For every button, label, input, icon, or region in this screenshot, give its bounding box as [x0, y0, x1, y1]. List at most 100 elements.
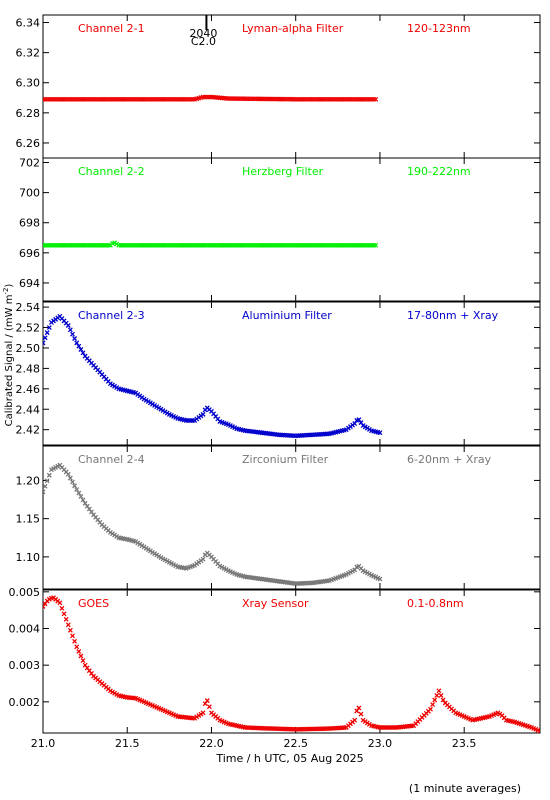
y-tick-label: 2.54 [16, 301, 41, 314]
panel-channel-label: Channel 2-3 [78, 309, 145, 322]
x-tick-label: 22.0 [199, 737, 224, 750]
panel-filter-label: Xray Sensor [242, 597, 309, 610]
flare-marker: 2040 C2.0 [189, 15, 217, 48]
data-point [80, 658, 86, 664]
y-tick-label: 2.44 [16, 403, 41, 416]
data-point [354, 708, 360, 714]
data-point [72, 336, 78, 341]
series-markers [43, 313, 383, 439]
y-axis-label: Calibrated Signal / (mW m-2) [2, 284, 15, 427]
data-point [43, 489, 46, 495]
data-point [432, 697, 438, 703]
series-markers [43, 595, 540, 733]
flare-marker-time: 2040 [189, 27, 217, 40]
flare-marker-class: C2.0 [191, 35, 216, 48]
y-tick-label: 1.20 [16, 474, 41, 487]
panel-channel-label: Channel 2-1 [78, 22, 145, 35]
y-tick-label: 6.34 [16, 17, 41, 30]
data-point [80, 497, 86, 503]
x-tick-label: 21.0 [31, 737, 56, 750]
data-point [74, 644, 80, 650]
data-point [46, 325, 52, 330]
data-point [428, 706, 433, 712]
data-point [434, 692, 440, 698]
panel-channel-label: GOES [78, 597, 109, 610]
y-tick-label: 1.10 [16, 551, 41, 564]
panel-3: 2.42 2.44 2.46 2.48 2.50 2.52 2.54 Channel 2-3 A… [16, 301, 541, 446]
chart-panels: 6.26 6.28 6.30 6.32 6.34 Channel 2-1 Lyman-alp… [9, 14, 541, 734]
panel-frame [42, 14, 541, 159]
y-tick-label: 6.26 [16, 137, 41, 150]
panel-band-label: 17-80nm + Xray [407, 309, 499, 322]
data-point [59, 605, 65, 611]
data-point [44, 330, 50, 336]
y-tick-label: 696 [19, 247, 40, 260]
x-tick-label: 22.5 [283, 737, 308, 750]
panel-band-label: 0.1-0.8nm [407, 597, 464, 610]
data-point [358, 711, 364, 717]
series-markers [43, 240, 379, 248]
data-point [78, 347, 84, 352]
y-tick-label: 702 [19, 157, 40, 170]
data-point [80, 350, 86, 356]
y-tick-label: 2.48 [16, 362, 41, 375]
y-axis-label-main: Calibrated Signal / (mW m [4, 295, 15, 427]
y-tick-label: 6.30 [16, 77, 41, 90]
y-tick-label: 700 [19, 187, 40, 200]
data-point [204, 698, 210, 704]
data-point [202, 701, 208, 707]
data-point [76, 490, 82, 496]
panel-1: 6.26 6.28 6.30 6.32 6.34 Channel 2-1 Lyman-alp… [16, 14, 541, 159]
data-point [65, 471, 71, 477]
panel-filter-label: Herzberg Filter [242, 165, 324, 178]
data-point [67, 475, 73, 481]
data-point [72, 638, 78, 644]
data-point [65, 622, 71, 628]
data-point [78, 494, 84, 499]
data-point [430, 702, 436, 708]
data-point [373, 242, 379, 248]
data-point [377, 576, 383, 582]
data-point [61, 611, 67, 617]
data-point [65, 323, 71, 328]
y-tick-label: 698 [19, 217, 40, 230]
y-tick-label: 2.52 [16, 322, 41, 335]
x-tick-label: 21.5 [115, 737, 140, 750]
data-point [72, 483, 78, 489]
y-tick-label: 0.003 [9, 659, 41, 672]
data-point [78, 653, 84, 659]
y-tick-label: 2.42 [16, 424, 41, 437]
x-axis-label: Time / h UTC, 05 Aug 2025 [215, 752, 363, 765]
data-point [57, 600, 63, 606]
footnote: (1 minute averages) [409, 782, 521, 795]
y-tick-label: 2.46 [16, 383, 41, 396]
data-point [70, 633, 75, 639]
data-point [70, 479, 75, 485]
data-point [352, 421, 358, 427]
data-point [46, 472, 52, 478]
data-point [76, 343, 82, 349]
panel-filter-label: Zirconium Filter [242, 453, 329, 466]
series-markers [43, 94, 379, 102]
data-point [67, 627, 73, 633]
data-point [537, 728, 540, 733]
data-point [200, 411, 206, 417]
data-point [356, 705, 362, 711]
data-point [200, 556, 206, 562]
y-tick-label: 6.28 [16, 107, 41, 120]
y-tick-label: 2.50 [16, 342, 41, 355]
data-point [74, 340, 80, 346]
x-tick-label: 23.0 [368, 737, 393, 750]
panel-band-label: 6-20nm + Xray [407, 453, 492, 466]
panel-channel-label: Channel 2-2 [78, 165, 145, 178]
data-point [74, 487, 80, 493]
y-axis-label-sup: -2 [2, 288, 10, 295]
data-point [436, 688, 442, 694]
data-point [200, 710, 206, 716]
data-point [373, 96, 379, 102]
y-tick-label: 6.32 [16, 47, 41, 60]
panel-filter-label: Aluminium Filter [242, 309, 332, 322]
data-point [70, 331, 75, 337]
y-tick-label: 0.002 [9, 696, 41, 709]
